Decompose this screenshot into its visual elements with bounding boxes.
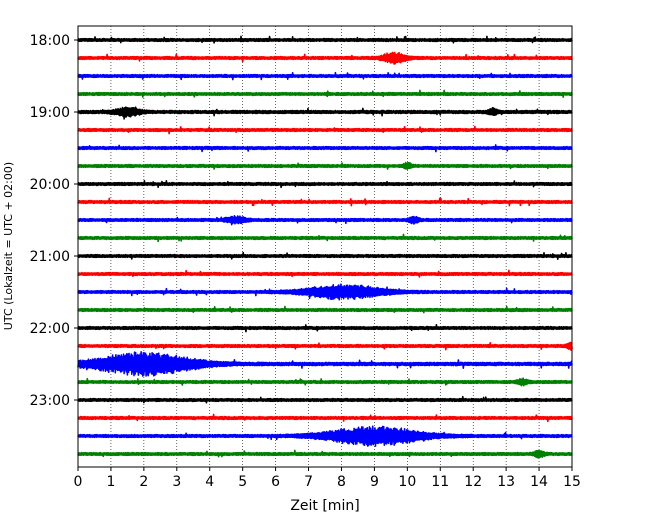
y-tick-label: 20:00: [30, 177, 70, 193]
plot-frame: [77, 25, 573, 468]
x-tick-label: 11: [431, 474, 449, 490]
y-tick-label: 22:00: [30, 321, 70, 337]
trace-line: [77, 413, 573, 423]
trace-line: [77, 323, 573, 333]
x-tick-label: 12: [464, 474, 482, 490]
x-tick-label: 5: [238, 474, 247, 490]
x-axis-label: Zeit [min]: [290, 498, 359, 514]
x-tick-label: 0: [74, 474, 83, 490]
trace-line: [77, 425, 573, 447]
x-tick-label: 6: [271, 474, 280, 490]
x-tick-label: 9: [370, 474, 379, 490]
x-tick-label: 15: [563, 474, 581, 490]
x-axis-ticks: 0 1 2 3 4 5 6 7 8 9 10 11 12 13 14 15: [74, 467, 581, 490]
trace-line: [77, 106, 573, 120]
trace-line: [77, 251, 573, 261]
trace-line: [77, 35, 573, 44]
trace-line: [77, 214, 573, 226]
y-tick-label: 21:00: [30, 249, 70, 265]
y-axis-label: UTC (Lokalzeit = UTC + 02:00): [2, 162, 15, 330]
x-tick-label: 1: [106, 474, 115, 490]
trace-line: [77, 197, 573, 207]
trace-line: [77, 377, 573, 387]
trace-group: [77, 35, 573, 459]
y-tick-label: 23:00: [30, 393, 70, 409]
trace-line: [77, 283, 573, 301]
trace-line: [77, 305, 573, 314]
trace-line: [77, 51, 573, 65]
y-axis-ticks: 18:00 19:00 20:00 21:00 22:00 23:00: [30, 33, 78, 409]
y-tick-label: 18:00: [30, 33, 70, 49]
x-tick-label: 2: [139, 474, 148, 490]
trace-line: [77, 89, 573, 98]
trace-line: [77, 125, 573, 135]
x-tick-label: 4: [205, 474, 214, 490]
trace-line: [77, 71, 573, 81]
trace-line: [77, 350, 573, 377]
trace-line: [77, 233, 573, 243]
x-tick-label: 14: [530, 474, 548, 490]
x-tick-label: 7: [304, 474, 313, 490]
trace-line: [77, 144, 573, 153]
y-tick-label: 19:00: [30, 105, 70, 121]
trace-line: [77, 449, 573, 459]
trace-line: [77, 161, 573, 171]
x-tick-label: 3: [172, 474, 181, 490]
x-tick-label: 8: [337, 474, 346, 490]
x-tick-label: 13: [497, 474, 515, 490]
trace-line: [77, 341, 573, 351]
trace-line: [77, 269, 573, 278]
trace-line: [77, 395, 573, 404]
trace-line: [77, 179, 573, 189]
x-tick-label: 10: [398, 474, 416, 490]
